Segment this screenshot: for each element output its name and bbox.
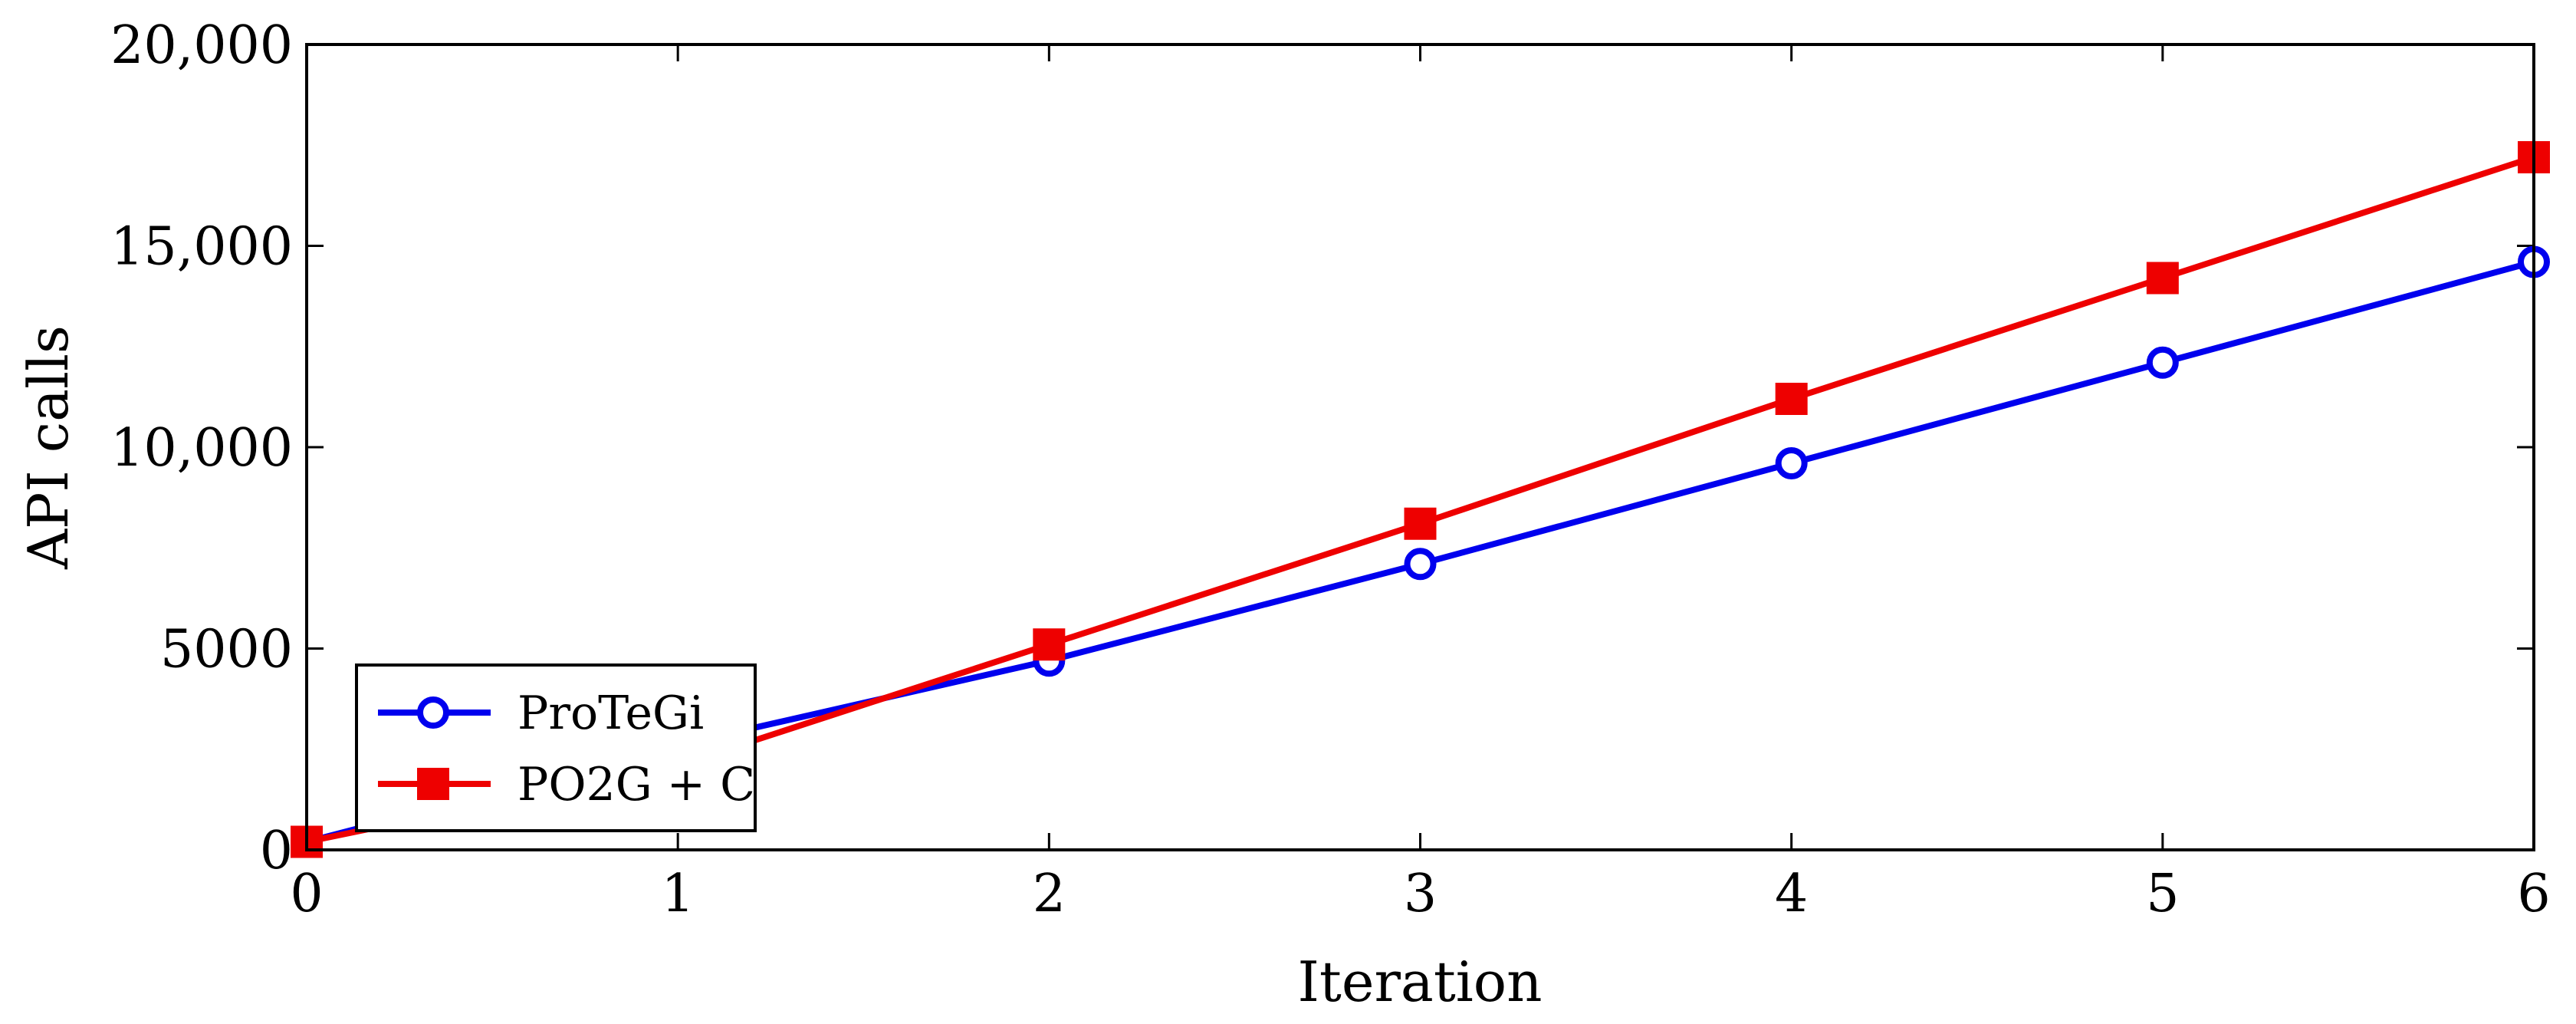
data-point-circle bbox=[1775, 447, 1808, 479]
x-tick-label: 5 bbox=[2146, 864, 2179, 924]
data-point-square bbox=[1404, 507, 1437, 540]
legend-label: ProTeGi bbox=[518, 687, 704, 740]
legend-label: PO2G + C bbox=[518, 758, 755, 812]
x-tick-label: 1 bbox=[662, 864, 695, 924]
data-point-square bbox=[2146, 262, 2179, 295]
data-point-circle bbox=[2146, 346, 2179, 379]
y-tick-label: 5000 bbox=[160, 620, 293, 680]
data-point-circle bbox=[417, 696, 449, 729]
y-tick-label: 10,000 bbox=[110, 418, 293, 479]
x-tick-label: 2 bbox=[1033, 864, 1066, 924]
axes: 0 1 2 3 4 5 6 0 5000 10,000 15,000 20,000 bbox=[110, 15, 2551, 924]
x-axis-title: Iteration bbox=[1297, 950, 1542, 1014]
x-tick-label: 0 bbox=[290, 864, 323, 924]
data-point-square bbox=[417, 768, 449, 800]
plot-frame bbox=[305, 43, 2535, 851]
y-tick-label: 15,000 bbox=[110, 217, 293, 278]
legend-box bbox=[355, 663, 757, 832]
data-point-circle bbox=[1404, 548, 1437, 581]
x-tick-label: 3 bbox=[1404, 864, 1437, 924]
x-tick-label: 6 bbox=[2517, 864, 2550, 924]
legend: ProTeGi PO2G + C bbox=[355, 663, 757, 832]
y-axis-title: API calls bbox=[16, 325, 80, 570]
y-tick-label: 0 bbox=[260, 821, 293, 881]
x-tick-label: 4 bbox=[1775, 864, 1808, 924]
data-point-square bbox=[1775, 383, 1808, 415]
y-tick-label: 20,000 bbox=[110, 15, 293, 76]
data-point-square bbox=[1033, 628, 1066, 661]
